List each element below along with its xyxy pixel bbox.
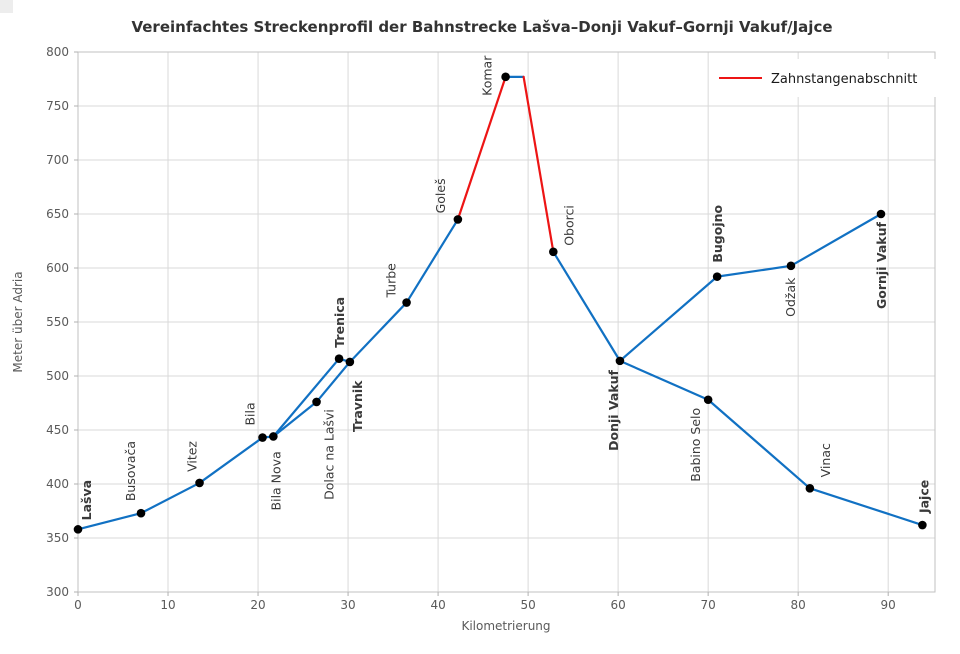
x-tick-label: 20 <box>250 598 265 612</box>
y-axis-label: Meter über Adria <box>11 271 25 372</box>
station-label: Dolac na Lašvi <box>322 409 337 500</box>
y-tick-label: 450 <box>46 423 69 437</box>
station-points: Lašva Busovača Vitez Bila Bila Nova Dolac na … <box>73 55 931 534</box>
station-label: Travnik <box>350 380 365 432</box>
axis-ticks: 0 10 20 30 40 50 60 70 80 90 300 350 400 450 500 550 600… <box>46 45 896 612</box>
x-tick-label: 70 <box>701 598 716 612</box>
station-label: Jajce <box>916 480 931 514</box>
screenshot-artifact <box>0 0 13 13</box>
station-marker <box>345 357 355 367</box>
station-marker <box>786 261 796 271</box>
station-label: Turbe <box>384 263 399 299</box>
station-marker <box>549 247 558 257</box>
station-marker <box>402 298 411 307</box>
profile-line-trenica-branch <box>272 357 351 438</box>
y-tick-label: 600 <box>46 261 69 275</box>
station-marker <box>615 356 625 366</box>
y-tick-label: 650 <box>46 207 69 221</box>
station-marker <box>334 354 344 364</box>
x-axis-label: Kilometrierung <box>461 619 550 633</box>
station-label: Lašva <box>79 480 94 520</box>
station-marker <box>312 397 321 407</box>
station-label: Goleš <box>433 178 448 213</box>
station-marker <box>136 508 146 518</box>
station-marker <box>918 520 927 530</box>
station-marker <box>258 433 267 442</box>
station-label: Bila Nova <box>268 451 283 510</box>
profile-line-oborci-donji-vakuf <box>552 250 622 362</box>
profile-line-rack-ascent-goles-komar <box>456 75 507 221</box>
x-tick-label: 60 <box>610 598 625 612</box>
y-tick-label: 300 <box>46 585 69 599</box>
x-tick-label: 50 <box>520 598 535 612</box>
x-tick-label: 30 <box>340 598 355 612</box>
station-marker <box>195 478 204 488</box>
y-tick-label: 500 <box>46 369 69 383</box>
y-tick-label: 750 <box>46 99 69 113</box>
station-label: Busovača <box>123 441 138 501</box>
station-marker <box>805 484 815 493</box>
station-label: Oborci <box>561 205 576 246</box>
station-marker <box>703 395 713 405</box>
y-tick-label: 800 <box>46 45 69 59</box>
grid <box>77 51 935 593</box>
station-marker <box>269 432 278 441</box>
x-tick-label: 40 <box>430 598 445 612</box>
station-marker <box>501 72 510 82</box>
y-tick-label: 350 <box>46 531 69 545</box>
y-tick-label: 400 <box>46 477 69 491</box>
x-tick-label: 80 <box>791 598 806 612</box>
profile-line-branch-gornji-vakuf <box>618 212 883 362</box>
station-label: Komar <box>480 55 495 96</box>
profile-line-branch-jajce <box>618 359 924 527</box>
station-label: Trenica <box>332 297 347 348</box>
station-label: Vinac <box>818 443 833 477</box>
legend: Zahnstangenabschnitt <box>710 59 939 97</box>
station-marker <box>712 272 722 281</box>
y-tick-label: 700 <box>46 153 69 167</box>
station-marker <box>876 209 886 219</box>
x-tick-label: 10 <box>160 598 175 612</box>
station-label: Babino Selo <box>688 408 703 482</box>
station-label: Vitez <box>185 441 200 472</box>
station-label: Gornji Vakuf <box>874 222 889 309</box>
station-label: Donji Vakuf <box>606 369 621 450</box>
x-tick-label: 90 <box>881 598 896 612</box>
station-label: Bugojno <box>710 204 725 262</box>
station-label: Bila <box>243 402 258 425</box>
x-tick-label: 0 <box>74 598 82 612</box>
chart-title: Vereinfachtes Streckenprofil der Bahnstr… <box>131 18 832 36</box>
station-marker <box>453 215 463 224</box>
y-tick-label: 550 <box>46 315 69 329</box>
profile-line-rack-descent-to-oborci <box>522 75 555 253</box>
station-marker <box>73 525 83 534</box>
station-label: Odžak <box>783 277 798 317</box>
legend-label: Zahnstangenabschnitt <box>771 72 917 87</box>
